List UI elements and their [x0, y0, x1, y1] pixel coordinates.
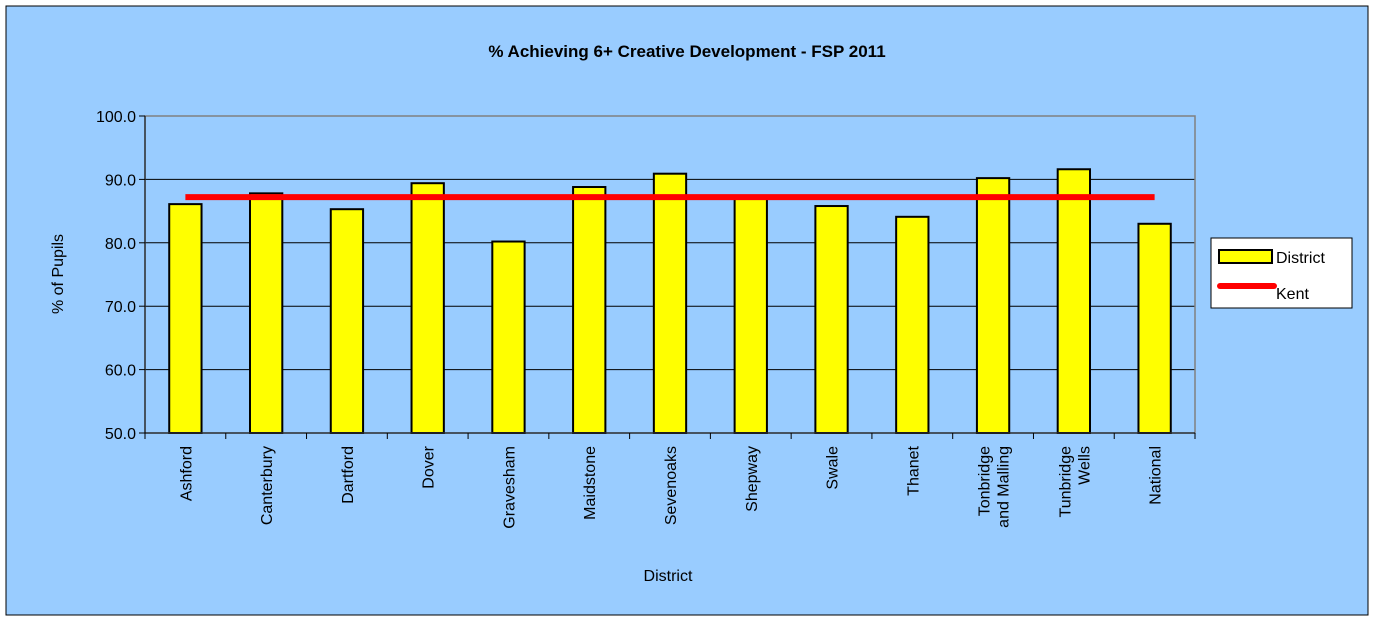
bar-thanet — [895, 215, 930, 434]
y-tick-label: 100.0 — [96, 109, 136, 126]
legend-district-label: District — [1276, 250, 1325, 267]
x-tick-label: National — [1148, 446, 1165, 505]
x-tick-label: Canterbury — [259, 446, 276, 525]
bar-maidstone — [572, 186, 607, 434]
x-tick-label-line: Dover — [421, 445, 438, 488]
x-tick-label-line: Shepway — [744, 446, 761, 512]
legend-kent-label: Kent — [1276, 286, 1309, 303]
x-tick-label-line: Dartford — [340, 446, 357, 504]
bar-sevenoaks — [652, 172, 688, 434]
bars-layer — [168, 168, 1172, 434]
legend-district-swatch — [1218, 249, 1273, 264]
x-tick-label-line: Tonbridge — [977, 446, 994, 516]
x-tick-label: Swale — [825, 446, 842, 490]
x-tick-label: Thanet — [905, 445, 922, 495]
y-axis-title: % of Pupils — [50, 234, 67, 314]
y-tick-label: 60.0 — [105, 363, 136, 380]
x-tick-label-line: and Malling — [996, 446, 1013, 528]
y-ticks: 50.0 60.0 70.0 80.0 90.0 100.0 — [96, 109, 145, 443]
bar-swale — [814, 205, 849, 434]
bar-gravesham — [491, 240, 526, 434]
bar-national — [1137, 222, 1172, 434]
x-tick-label: Ashford — [178, 446, 195, 501]
x-axis-title: District — [644, 568, 693, 585]
x-tick-label-line: Canterbury — [259, 446, 276, 525]
bar-tonbridge-and-malling — [975, 177, 1011, 434]
x-tick-label: Dover — [421, 445, 438, 488]
x-tick-label-line: Maidstone — [582, 446, 599, 520]
y-tick-label: 80.0 — [105, 236, 136, 253]
bar-dartford — [329, 208, 365, 434]
chart-title: % Achieving 6+ Creative Development - FS… — [488, 42, 885, 61]
x-tick-label: Tonbridge and Malling — [977, 446, 1013, 528]
x-tick-label: Sevenoaks — [663, 446, 680, 525]
x-tick-label: Shepway — [744, 446, 761, 512]
x-tick-label-line: Sevenoaks — [663, 446, 680, 525]
y-tick-label: 50.0 — [105, 426, 136, 443]
bar-ashford — [168, 203, 203, 434]
x-tick-label-line: Gravesham — [501, 446, 518, 529]
x-tick-label-line: Tunbridge — [1057, 446, 1074, 518]
x-tick-label-line: Ashford — [178, 446, 195, 501]
x-tick-label-line: Wells — [1076, 446, 1093, 485]
bar-tunbridge-wells — [1056, 168, 1091, 434]
y-tick-label: 90.0 — [105, 172, 136, 189]
x-tick-label: Gravesham — [501, 446, 518, 529]
x-tick-label-line: National — [1148, 446, 1165, 505]
x-tick-label-line: Swale — [825, 446, 842, 490]
x-tick-label: Dartford — [340, 446, 357, 504]
x-ticks: Ashford Canterbury Dartford Dover Gravesham M… — [144, 433, 1196, 529]
x-tick-label: Tunbridge Wells — [1057, 446, 1093, 518]
legend: District Kent — [1210, 237, 1353, 309]
bar-shepway — [733, 197, 768, 434]
bar-dover — [410, 182, 445, 434]
bar-canterbury — [249, 192, 284, 434]
y-tick-label: 70.0 — [105, 299, 136, 316]
x-tick-label: Maidstone — [582, 446, 599, 520]
x-tick-label-line: Thanet — [905, 445, 922, 495]
